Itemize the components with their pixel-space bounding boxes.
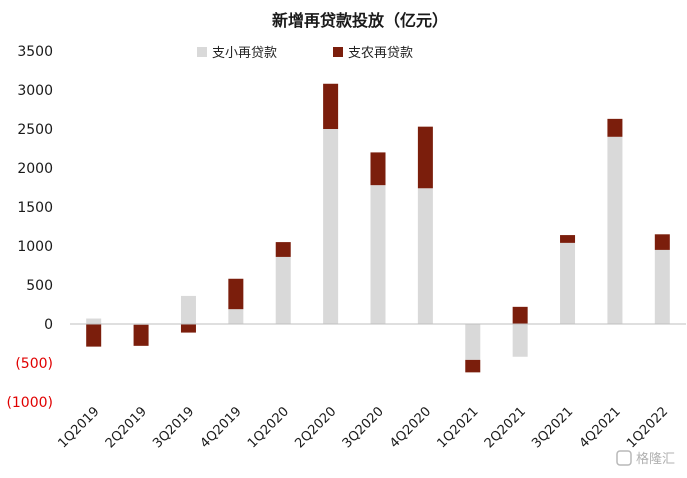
bar-agriculture-1Q2021 <box>465 359 481 373</box>
bar-agriculture-1Q2022 <box>654 234 670 250</box>
x-tick-label: 2Q2021 <box>482 404 529 451</box>
x-tick-label: 4Q2019 <box>198 404 245 451</box>
x-tick-label: 2Q2019 <box>103 404 150 451</box>
x-tick-label: 4Q2021 <box>577 404 624 451</box>
y-tick-label: 1500 <box>17 200 53 216</box>
bars <box>86 83 670 373</box>
x-tick-label: 3Q2020 <box>340 404 387 451</box>
bar-small-business-1Q2020 <box>275 256 291 324</box>
x-axis: 1Q2019 2Q2019 3Q2019 4Q2019 1Q2020 2Q2020 3Q20… <box>55 404 671 451</box>
y-tick-label: 3000 <box>17 83 53 99</box>
bar-small-business-4Q2021 <box>607 136 623 324</box>
bar-agriculture-4Q2020 <box>417 126 433 189</box>
bar-agriculture-4Q2019 <box>228 278 244 310</box>
bar-small-business-2Q2021 <box>512 324 528 357</box>
bar-agriculture-3Q2020 <box>370 152 386 186</box>
bar-agriculture-2Q2020 <box>323 83 339 129</box>
bar-agriculture-2Q2019 <box>133 324 149 346</box>
legend-label-small-business: 支小再贷款 <box>212 46 277 61</box>
bar-agriculture-2Q2021 <box>512 306 528 324</box>
bar-small-business-2Q2020 <box>323 129 339 324</box>
x-tick-label: 1Q2020 <box>245 404 292 451</box>
bar-small-business-3Q2020 <box>370 185 386 324</box>
y-tick-label: 2000 <box>17 161 53 177</box>
bar-agriculture-1Q2019 <box>86 324 102 347</box>
legend-label-agriculture: 支农再贷款 <box>348 46 413 61</box>
x-tick-label: 3Q2019 <box>150 404 197 451</box>
y-tick-label: 0 <box>44 317 53 333</box>
x-tick-label: 2Q2020 <box>292 404 339 451</box>
bar-agriculture-1Q2020 <box>275 242 291 257</box>
y-tick-label: 1000 <box>17 239 53 255</box>
bar-small-business-1Q2021 <box>465 324 481 360</box>
x-tick-label: 1Q2021 <box>435 404 482 451</box>
x-tick-label: 3Q2021 <box>529 404 576 451</box>
y-tick-label: (500) <box>15 356 53 372</box>
y-axis: 3500 3000 2500 2000 1500 1000 500 0 (500) (1000) <box>6 44 53 411</box>
bar-agriculture-3Q2021 <box>560 235 576 243</box>
x-tick-label: 4Q2020 <box>387 404 434 451</box>
x-tick-label: 1Q2022 <box>624 404 671 451</box>
y-tick-label: 500 <box>26 278 53 294</box>
watermark-text: 格隆汇 <box>636 451 675 467</box>
watermark-logo-icon <box>616 450 632 466</box>
legend: 支小再贷款 支农再贷款 <box>197 46 413 61</box>
y-tick-label: 3500 <box>17 44 53 60</box>
bar-small-business-3Q2019 <box>180 295 196 324</box>
legend-swatch-small-business <box>197 47 207 57</box>
bar-agriculture-4Q2021 <box>607 118 623 137</box>
bar-small-business-4Q2019 <box>228 309 244 324</box>
bar-small-business-1Q2022 <box>654 249 670 324</box>
y-tick-label: (1000) <box>6 395 53 411</box>
bar-agriculture-3Q2019 <box>180 324 196 333</box>
bar-small-business-4Q2020 <box>417 188 433 324</box>
chart-title: 新增再贷款投放（亿元） <box>272 11 448 30</box>
y-tick-label: 2500 <box>17 122 53 138</box>
bar-small-business-3Q2021 <box>560 242 576 324</box>
bar-small-business-1Q2019 <box>86 318 102 324</box>
x-tick-label: 1Q2019 <box>55 404 102 451</box>
legend-swatch-agriculture <box>333 47 343 57</box>
watermark: 格隆汇 <box>616 450 675 467</box>
